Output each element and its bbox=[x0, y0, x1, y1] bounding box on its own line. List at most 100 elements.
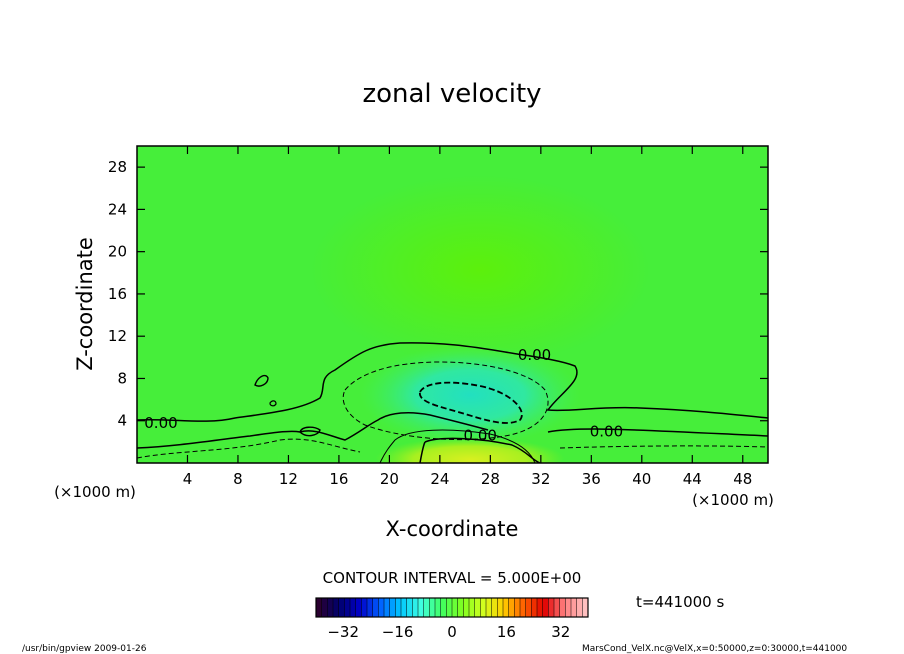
colorbar-cell bbox=[508, 598, 515, 617]
colorbar-tick-label: −16 bbox=[382, 623, 414, 641]
colorbar-tick-label: −32 bbox=[327, 623, 359, 641]
colorbar-cell bbox=[576, 598, 583, 617]
x-tick-label: 4 bbox=[183, 470, 193, 488]
colorbar-cell bbox=[412, 598, 419, 617]
colorbar-cell bbox=[469, 598, 476, 617]
colorbar-cell bbox=[491, 598, 498, 617]
colorbar-cell bbox=[514, 598, 521, 617]
colorbar-cell bbox=[344, 598, 351, 617]
colorbar-cell bbox=[384, 598, 391, 617]
x-tick-label: 48 bbox=[733, 470, 752, 488]
y-unit-label: (×1000 m) bbox=[692, 491, 774, 509]
colorbar-cell bbox=[423, 598, 430, 617]
colorbar-cell bbox=[565, 598, 572, 617]
colorbar-cell bbox=[321, 598, 328, 617]
colorbar-cell bbox=[435, 598, 442, 617]
x-tick-label: 20 bbox=[380, 470, 399, 488]
contour-labels: 0.00 0.00 0.00 0.00 bbox=[144, 346, 623, 444]
contour-small-1 bbox=[254, 374, 269, 387]
contour-zero-lower bbox=[137, 411, 768, 449]
contour-small-3 bbox=[269, 400, 277, 407]
x-tick-label: 28 bbox=[481, 470, 500, 488]
x-axis-ticks: 4 8 12 16 20 24 28 32 36 40 44 48 bbox=[183, 146, 752, 488]
colorbar-cell bbox=[497, 598, 504, 617]
y-axis-ticks: 4 8 12 16 20 24 28 bbox=[108, 158, 768, 430]
contour-neg-5 bbox=[342, 361, 549, 441]
colorbar bbox=[315, 597, 589, 618]
colorbar-cell bbox=[316, 598, 323, 617]
footer-right: MarsCond_VelX.nc@VelX,x=0:50000,z=0:3000… bbox=[582, 644, 847, 654]
colorbar-cell bbox=[554, 598, 561, 617]
colorbar-cell bbox=[389, 598, 396, 617]
contour-surface-dashed bbox=[137, 438, 768, 459]
y-tick-label: 8 bbox=[117, 369, 127, 387]
x-axis-label: X-coordinate bbox=[386, 517, 519, 541]
y-tick-label: 28 bbox=[108, 158, 127, 176]
x-tick-label: 12 bbox=[279, 470, 298, 488]
colorbar-cell bbox=[418, 598, 425, 617]
colorbar-cell bbox=[378, 598, 385, 617]
colorbar-cell bbox=[367, 598, 374, 617]
colorbar-tick-label: 0 bbox=[447, 623, 457, 641]
colorbar-cell bbox=[395, 598, 402, 617]
colorbar-cell bbox=[571, 598, 578, 617]
contour-small-2 bbox=[299, 426, 321, 437]
plot-frame bbox=[136, 145, 769, 464]
colorbar-cell bbox=[361, 598, 368, 617]
x-tick-label: 36 bbox=[582, 470, 601, 488]
colorbar-cell bbox=[350, 598, 357, 617]
colorbar-cell bbox=[542, 598, 549, 617]
colorbar-cell bbox=[372, 598, 379, 617]
colorbar-ticks: −32 −16 0 16 32 bbox=[327, 623, 570, 641]
colorbar-cell bbox=[582, 598, 589, 617]
colorbar-cell bbox=[559, 598, 566, 617]
chart-title: zonal velocity bbox=[362, 79, 541, 109]
y-tick-label: 16 bbox=[108, 285, 127, 303]
footer-left: /usr/bin/gpview 2009-01-26 bbox=[22, 644, 147, 654]
y-tick-label: 24 bbox=[108, 200, 127, 218]
colorbar-cell bbox=[548, 598, 555, 617]
colorbar-cell bbox=[355, 598, 362, 617]
near-surface-positive bbox=[375, 433, 565, 463]
colorbar-cell bbox=[338, 598, 345, 617]
colorbar-frame bbox=[315, 597, 589, 618]
x-tick-label: 44 bbox=[683, 470, 702, 488]
x-tick-label: 16 bbox=[329, 470, 348, 488]
colorbar-cell bbox=[531, 598, 538, 617]
x-tick-label: 32 bbox=[531, 470, 550, 488]
colorbar-cell bbox=[446, 598, 453, 617]
contour-zero-main bbox=[137, 342, 768, 422]
colorbar-cell bbox=[452, 598, 459, 617]
y-axis-label: Z-coordinate bbox=[73, 237, 97, 371]
contour-interval-label: CONTOUR INTERVAL = 5.000E+00 bbox=[323, 569, 582, 587]
colorbar-cell bbox=[463, 598, 470, 617]
x-unit-label: (×1000 m) bbox=[54, 483, 136, 501]
colorbar-cell bbox=[327, 598, 334, 617]
positive-anomaly bbox=[310, 175, 650, 365]
colorbar-cell bbox=[537, 598, 544, 617]
colorbar-cell bbox=[457, 598, 464, 617]
colorbar-cell bbox=[503, 598, 510, 617]
y-tick-label: 20 bbox=[108, 243, 127, 261]
contour-label: 0.00 bbox=[144, 414, 177, 432]
contour-label: 0.00 bbox=[590, 422, 623, 440]
x-tick-label: 8 bbox=[233, 470, 243, 488]
x-tick-label: 40 bbox=[632, 470, 651, 488]
colorbar-cell bbox=[333, 598, 340, 617]
colorbar-cell bbox=[401, 598, 408, 617]
colorbar-cell bbox=[406, 598, 413, 617]
time-label: t=441000 s bbox=[636, 593, 724, 611]
contour-neg-10 bbox=[419, 381, 523, 424]
colorbar-cell bbox=[486, 598, 493, 617]
colorbar-cell bbox=[525, 598, 532, 617]
negative-anomaly-core bbox=[360, 345, 580, 445]
velocity-field bbox=[137, 146, 768, 463]
y-tick-label: 4 bbox=[117, 412, 127, 430]
colorbar-cell bbox=[440, 598, 447, 617]
y-tick-label: 12 bbox=[108, 327, 127, 345]
colorbar-cell bbox=[520, 598, 527, 617]
colorbar-cell bbox=[480, 598, 487, 617]
colorbar-cell bbox=[429, 598, 436, 617]
colorbar-cell bbox=[474, 598, 481, 617]
contour-pos-5 bbox=[379, 429, 536, 463]
